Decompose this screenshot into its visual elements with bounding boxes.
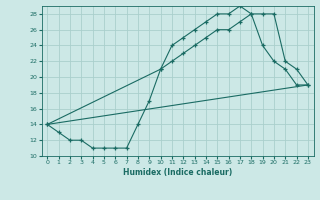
X-axis label: Humidex (Indice chaleur): Humidex (Indice chaleur) [123, 168, 232, 177]
